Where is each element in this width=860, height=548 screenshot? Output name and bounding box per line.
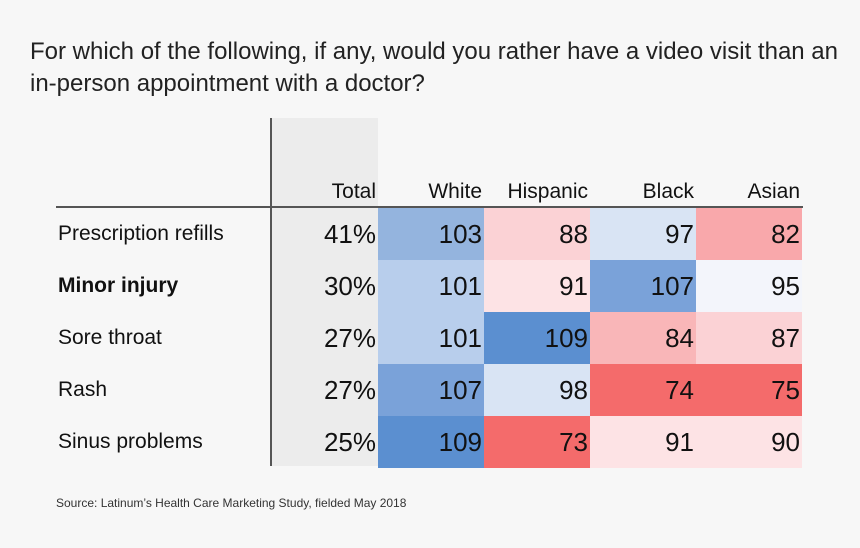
index-cell-black: 84 [590, 312, 696, 364]
total-cell: 41% [323, 219, 376, 249]
index-cell-black: 74 [590, 364, 696, 416]
index-cell-hispanic: 98 [484, 364, 590, 416]
index-cell-black: 91 [590, 416, 696, 468]
index-cell-asian: 82 [696, 208, 802, 260]
total-cell: 30% [323, 271, 376, 301]
column-header-total: Total [331, 180, 376, 203]
chart-title: For which of the following, if any, woul… [30, 38, 838, 97]
row-label: Rash [58, 378, 108, 401]
total-column-background [272, 118, 378, 466]
index-cell-asian: 87 [696, 312, 802, 364]
header-divider [56, 206, 803, 208]
index-cell-white: 109 [378, 416, 484, 468]
index-cell-asian: 90 [696, 416, 802, 468]
index-cell-black: 97 [590, 208, 696, 260]
vertical-divider [270, 118, 272, 466]
row-label: Minor injury [58, 274, 179, 297]
index-cell-hispanic: 109 [484, 312, 590, 364]
index-cell-white: 107 [378, 364, 484, 416]
column-header-hispanic: Hispanic [507, 180, 588, 203]
column-header-asian: Asian [747, 180, 800, 203]
total-cell: 25% [323, 427, 376, 457]
index-cell-hispanic: 91 [484, 260, 590, 312]
source-note: Source: Latinum’s Health Care Marketing … [56, 496, 407, 510]
row-label: Sore throat [58, 326, 162, 349]
index-cell-asian: 75 [696, 364, 802, 416]
index-cell-white: 101 [378, 312, 484, 364]
index-cell-black: 107 [590, 260, 696, 312]
row-label: Sinus problems [58, 430, 203, 453]
index-cell-hispanic: 88 [484, 208, 590, 260]
column-header-white: White [428, 180, 482, 203]
index-cell-white: 101 [378, 260, 484, 312]
index-cell-white: 103 [378, 208, 484, 260]
column-header-black: Black [642, 180, 694, 203]
total-cell: 27% [323, 375, 376, 405]
total-cell: 27% [323, 323, 376, 353]
index-cell-asian: 95 [696, 260, 802, 312]
row-label: Prescription refills [58, 222, 224, 245]
index-cell-hispanic: 73 [484, 416, 590, 468]
